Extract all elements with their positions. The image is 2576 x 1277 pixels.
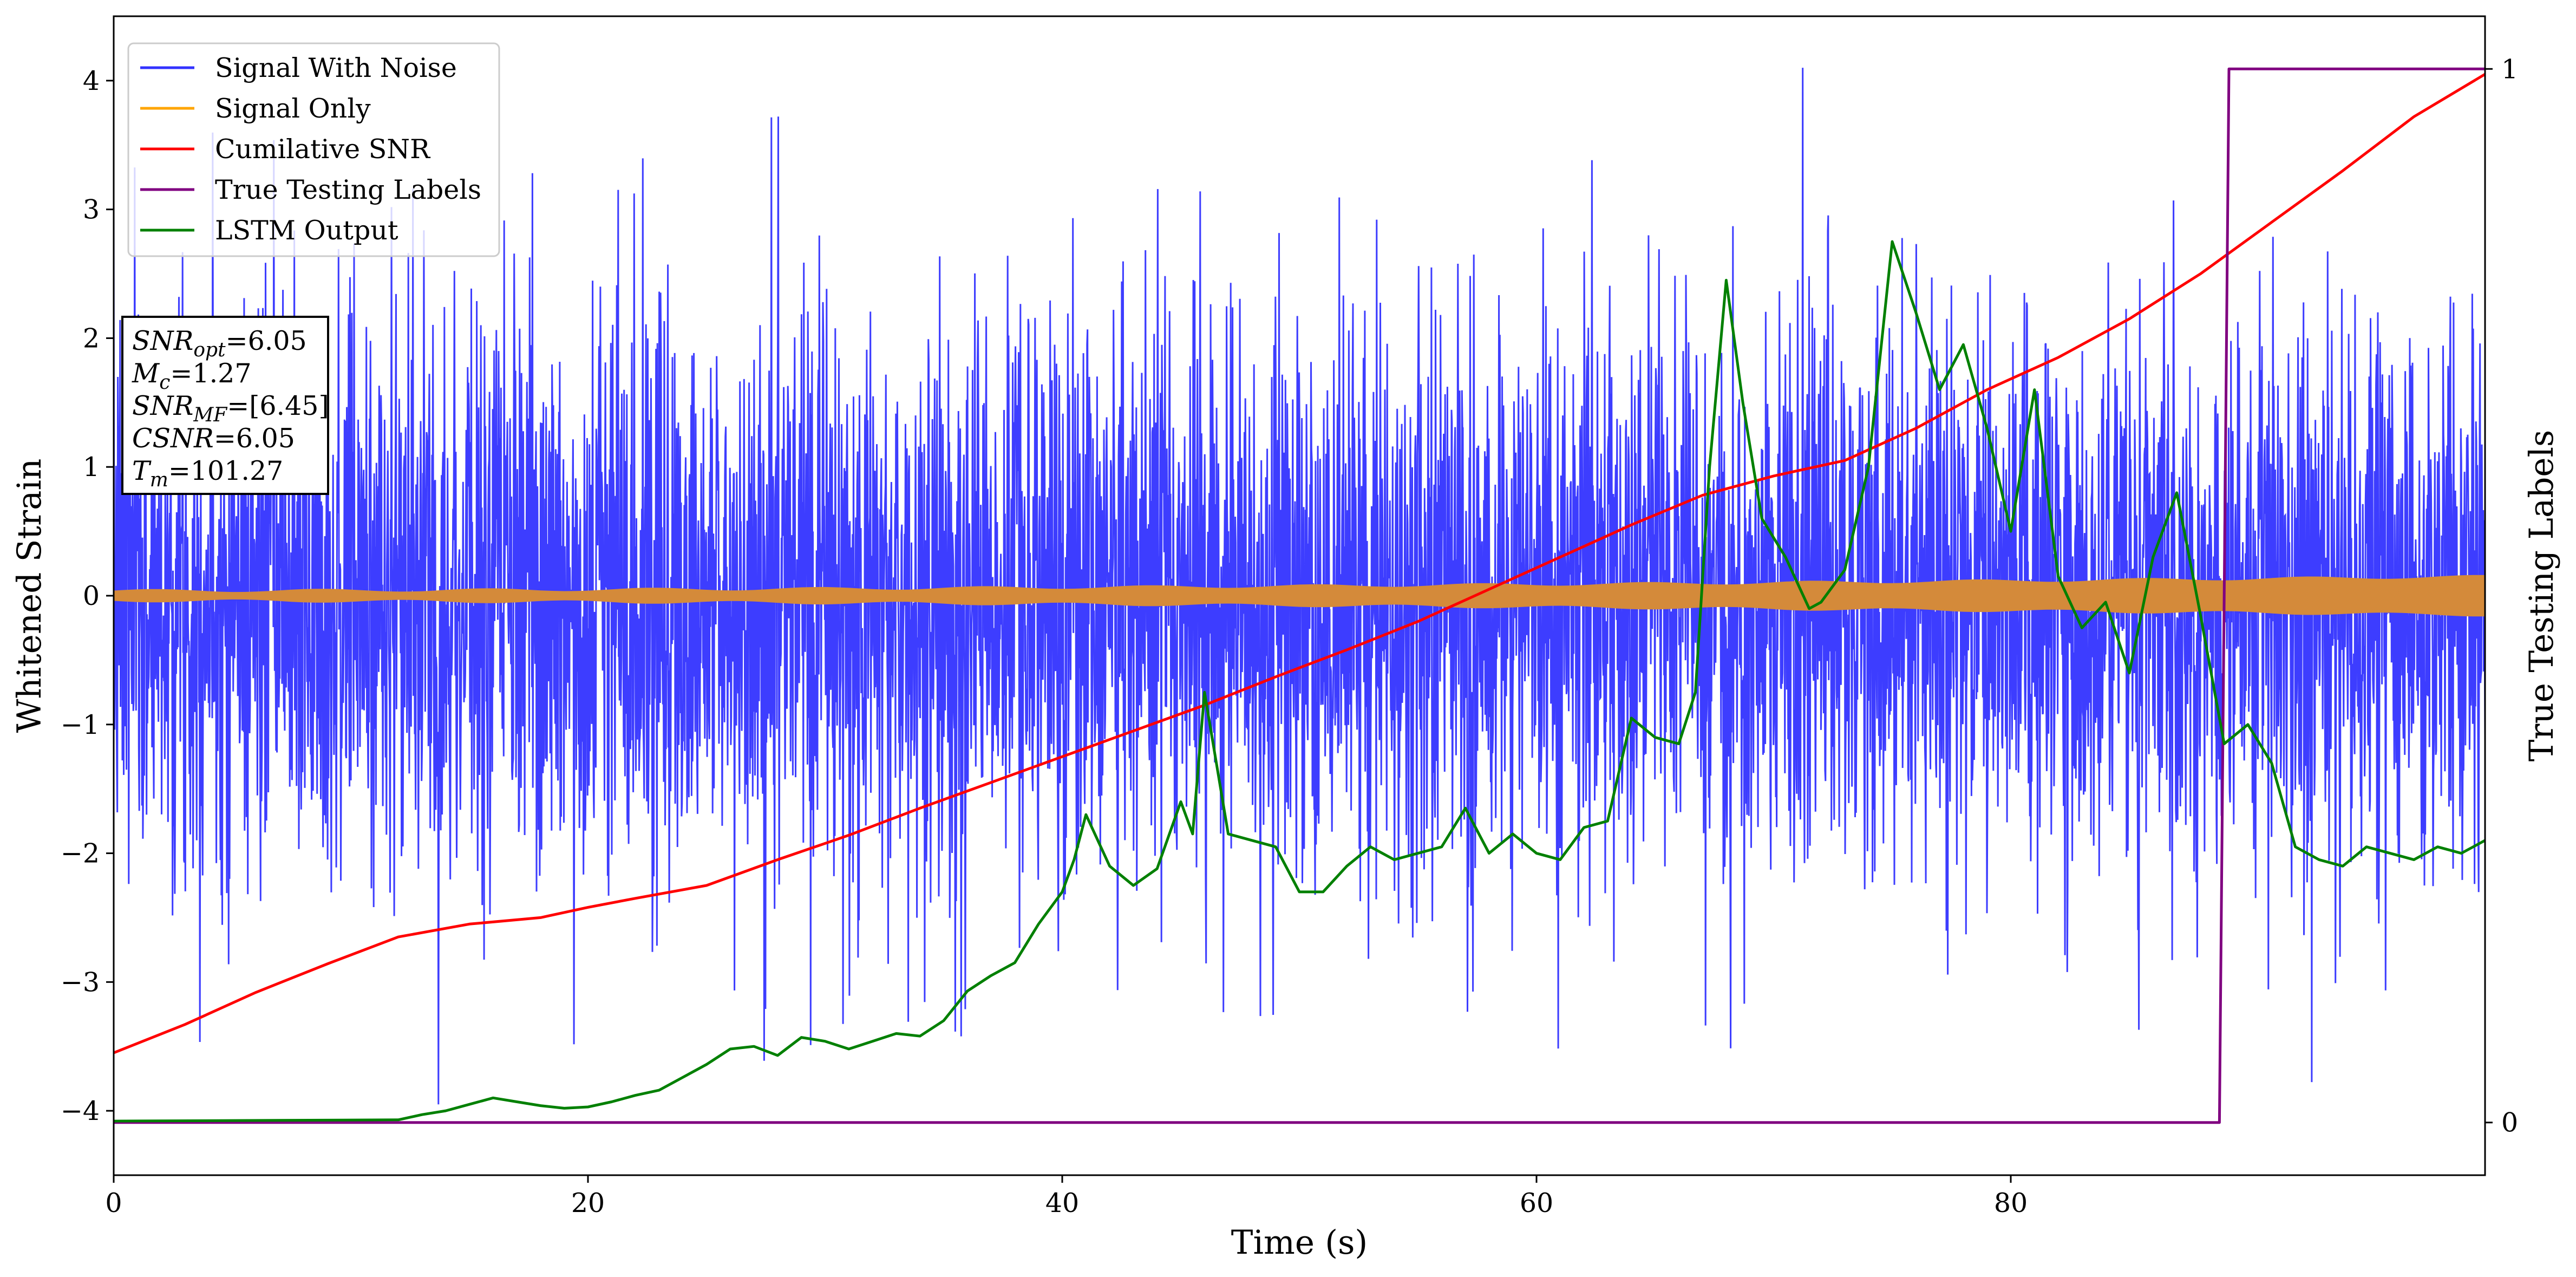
x-tick-label: 20: [571, 1188, 605, 1219]
info-line-snr-opt: SNRopt=6.05: [132, 325, 307, 361]
y-tick-label: 1: [83, 452, 100, 483]
series-layer: [114, 67, 2485, 1124]
series-signal-only: [114, 575, 2485, 617]
legend-label-true-testing-labels: True Testing Labels: [215, 174, 481, 205]
y-tick-label: −3: [61, 967, 100, 998]
y-tick-label: 2: [83, 323, 100, 354]
x-tick-label: 0: [105, 1188, 122, 1219]
x-tick-label: 40: [1045, 1188, 1079, 1219]
right-y-tick-label: 0: [2501, 1107, 2518, 1138]
y-tick-label: 0: [83, 581, 100, 611]
right-y-tick-label: 1: [2501, 54, 2518, 84]
y-tick-label: −2: [61, 838, 100, 869]
right-y-axis-ticks: 01: [2485, 54, 2518, 1138]
series-signal-with-noise: [114, 68, 2485, 1105]
parameter-info-box: SNRopt=6.05Mc=1.27SNRMF=[6.45]CSNR=6.05T…: [121, 316, 329, 495]
series-cumilative-snr: [114, 73, 2485, 1054]
info-line-snr-mf: SNRMF=[6.45]: [132, 390, 329, 426]
x-tick-label: 80: [1994, 1188, 2028, 1219]
legend-label-lstm-output: LSTM Output: [215, 215, 398, 246]
series-lstm-output: [114, 240, 2485, 1123]
y-tick-label: −4: [61, 1096, 100, 1126]
legend-frame: [127, 42, 500, 257]
y-tick-label: −1: [61, 709, 100, 740]
legend-label-signal-only: Signal Only: [215, 93, 371, 124]
y-tick-label: 3: [83, 194, 100, 225]
info-box-frame: [121, 316, 329, 495]
y-axis-label: Whitened Strain: [10, 459, 49, 733]
info-line-t-m: Tm=101.27: [132, 455, 283, 491]
right-y-axis-label: True Testing Labels: [2522, 430, 2561, 762]
info-line-csnr: CSNR=6.05: [132, 423, 295, 454]
x-axis-ticks: 0 20 40 60 80: [105, 1175, 2028, 1219]
series-true-testing-labels: [114, 67, 2485, 1124]
y-axis-ticks: −4 −3 −2 −1 0 1 2 3 4: [61, 66, 114, 1126]
legend-label-signal-with-noise: Signal With Noise: [215, 53, 457, 83]
legend-label-cumilative-snr: Cumilative SNR: [215, 134, 431, 165]
info-line-m-c: Mc=1.27: [132, 358, 252, 394]
x-tick-label: 60: [1520, 1188, 1553, 1219]
x-axis-label: Time (s): [1231, 1223, 1368, 1262]
legend: Signal With Noise Signal Only Cumilative S…: [127, 42, 500, 257]
y-tick-label: 4: [83, 66, 100, 96]
